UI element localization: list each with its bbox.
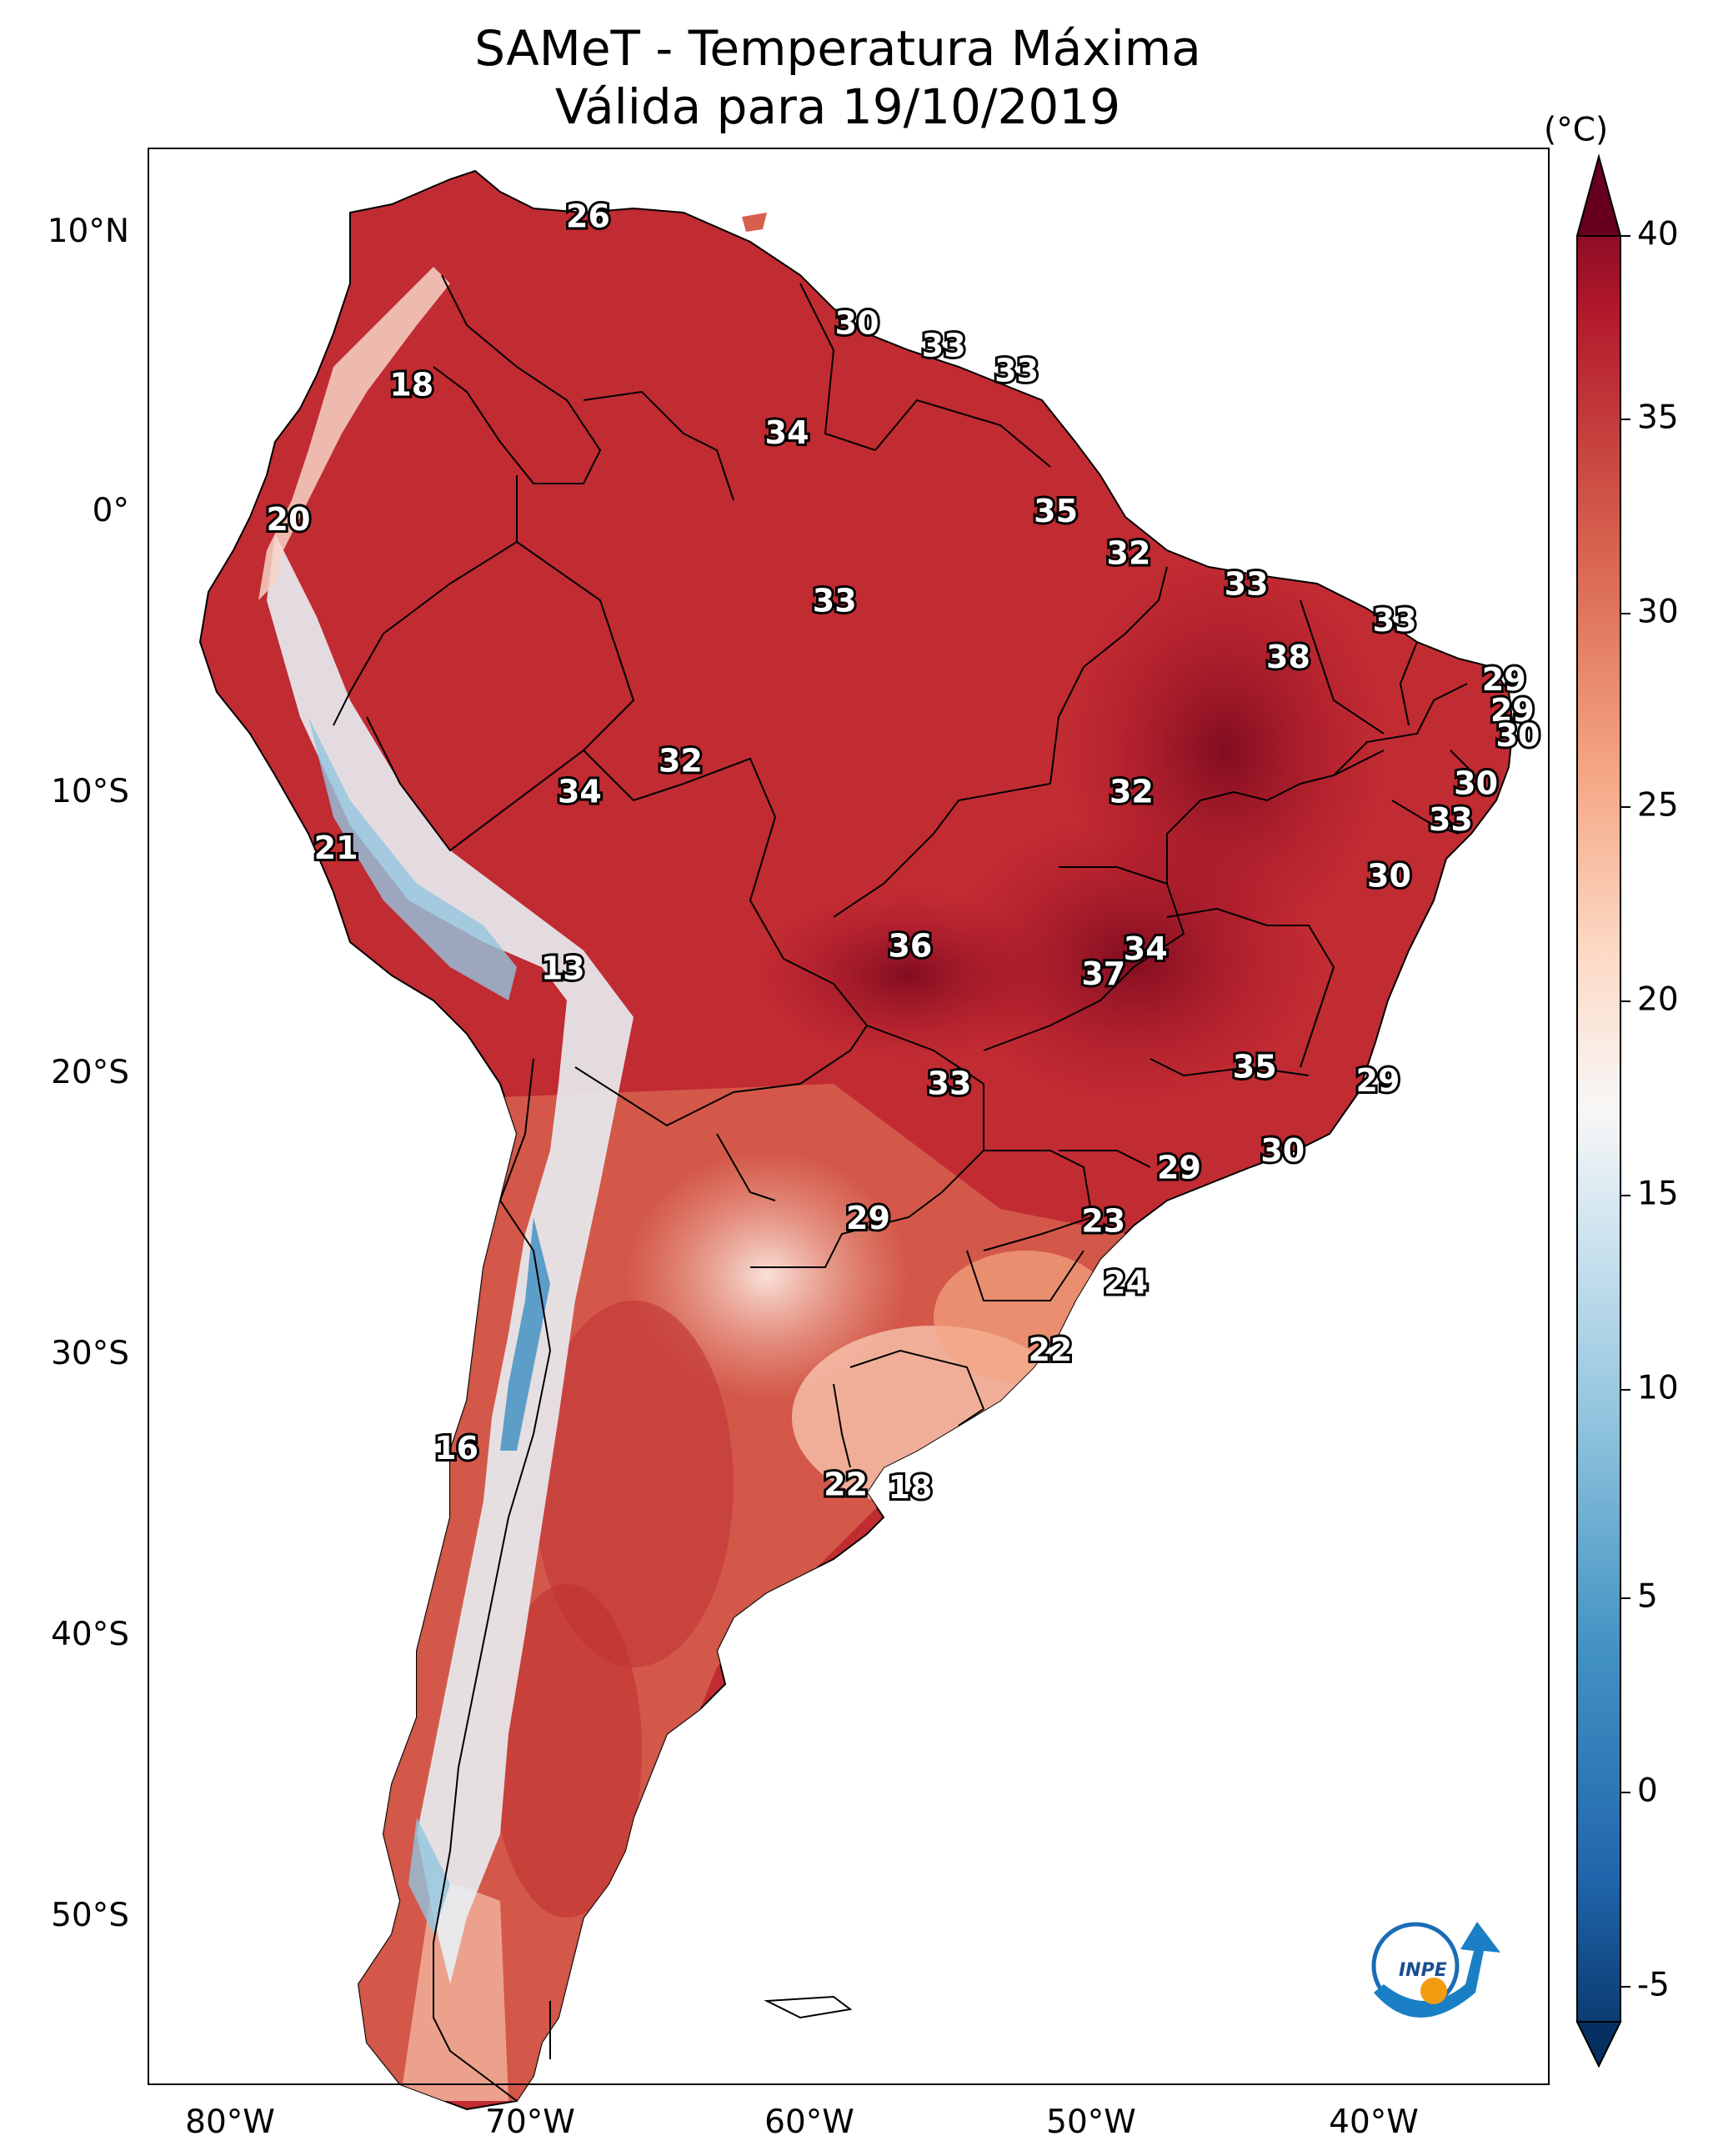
logo-sun-icon — [1420, 1978, 1447, 2004]
temperature-value-label: 36 — [888, 928, 932, 965]
lat-tick-label: 20°S — [51, 1054, 129, 1091]
temperature-value-label: 29 — [1490, 692, 1535, 729]
temperature-value-label: 22 — [1028, 1331, 1072, 1368]
island-falklands — [764, 1995, 853, 2019]
temperature-value-label: 29 — [846, 1200, 890, 1236]
lon-tick-label: 40°W — [1329, 2103, 1419, 2141]
colorbar-tick-label: 30 — [1637, 594, 1679, 631]
colorbar-tick-label: -5 — [1637, 1967, 1670, 2004]
logo-arrow-icon — [1374, 1922, 1500, 2018]
colorbar-unit-label: (°C) — [1544, 112, 1608, 149]
lat-tick-label: 10°N — [48, 213, 129, 250]
temperature-value-label: 34 — [1124, 930, 1168, 967]
lon-tick-label: 60°W — [764, 2103, 854, 2141]
temperature-value-label: 35 — [1034, 493, 1078, 529]
lon-tick-label: 70°W — [485, 2103, 575, 2141]
island-trinidad — [742, 213, 767, 232]
temperature-value-label: 33 — [813, 583, 857, 619]
lon-tick-label: 80°W — [185, 2103, 275, 2141]
temperature-value-label: 30 — [1367, 858, 1411, 895]
temperature-value-label: 33 — [928, 1065, 972, 1102]
lat-tick-label: 40°S — [51, 1616, 129, 1653]
colorbar-top-extend — [1575, 153, 1622, 237]
colorbar-tick-label: 35 — [1637, 399, 1679, 437]
temperature-value-label: 21 — [314, 830, 358, 866]
country-borders — [333, 274, 1476, 2102]
temperature-value-label: 22 — [824, 1467, 868, 1503]
temperature-field — [198, 169, 1515, 2111]
longitude-axis: 80°W 70°W 60°W 50°W 40°W — [185, 2103, 1419, 2141]
logo-text: INPE — [1399, 1960, 1447, 1981]
title-line-1: SAMeT - Temperatura Máxima — [474, 20, 1201, 77]
temperature-value-label: 32 — [1107, 535, 1151, 572]
temperature-value-label: 13 — [541, 950, 585, 987]
lat-tick-label: 10°S — [51, 773, 129, 810]
colorbar-tick-label: 10 — [1637, 1370, 1679, 1407]
temperature-value-label: 16 — [434, 1430, 478, 1467]
map-frame — [148, 148, 1550, 2085]
temperature-value-label: 18 — [389, 367, 433, 404]
colorbar-tick-label: 15 — [1637, 1176, 1679, 1213]
colorbar-body — [1576, 153, 1621, 2068]
temperature-value-label: 24 — [1104, 1264, 1148, 1301]
temperature-value-label: 33 — [1225, 566, 1269, 603]
temperature-value-label: 30 — [1260, 1132, 1305, 1169]
title-line-2: Válida para 19/10/2019 — [555, 78, 1120, 135]
lat-tick-label: 0° — [93, 492, 129, 529]
temperature-value-label: 18 — [888, 1469, 932, 1506]
temperature-value-label: 38 — [1266, 639, 1310, 675]
colorbar-tick-label: 5 — [1637, 1578, 1658, 1616]
inpe-logo: INPE — [1371, 1922, 1500, 2018]
temperature-value-label: 29 — [1482, 661, 1526, 698]
temperature-value-label: 30 — [1496, 717, 1540, 754]
temperature-value-label: 34 — [765, 414, 809, 451]
temperature-value-label: 32 — [1109, 774, 1154, 810]
colorbar: (°C) 40 35 30 25 20 15 10 5 0 -5 — [1544, 112, 1679, 2068]
lon-tick-label: 50°W — [1046, 2103, 1136, 2141]
temperature-value-label: 35 — [1233, 1048, 1277, 1085]
temperature-value-label: 33 — [1429, 801, 1473, 838]
temperature-value-label: 33 — [1373, 602, 1417, 639]
temperature-value-label: 32 — [659, 743, 703, 780]
colorbar-tick-label: 20 — [1637, 981, 1679, 1019]
temperature-value-label: 26 — [566, 198, 610, 235]
colorbar-tick-label: 0 — [1637, 1772, 1658, 1810]
latitude-axis: 10°N 0° 10°S 20°S 30°S 40°S 50°S — [48, 213, 129, 1934]
lat-tick-label: 30°S — [51, 1335, 129, 1372]
temperature-value-label: 29 — [1157, 1149, 1201, 1186]
lat-tick-label: 50°S — [51, 1897, 129, 1934]
temperature-value-label: 23 — [1081, 1202, 1125, 1239]
temperature-value-label: 29 — [1356, 1062, 1400, 1099]
temperature-value-label: 37 — [1081, 955, 1125, 992]
colorbar-tick-label: 40 — [1637, 216, 1679, 253]
temperature-value-label: 33 — [994, 353, 1039, 389]
temperature-value-label: 34 — [558, 774, 602, 810]
temperature-value-label: 20 — [267, 501, 311, 538]
temperature-value-label: 33 — [922, 327, 966, 364]
colorbar-ticks: 40 35 30 25 20 15 10 5 0 -5 — [1620, 216, 1679, 2004]
temperature-value-label: 30 — [1454, 765, 1498, 801]
colorbar-tick-label: 25 — [1637, 787, 1679, 825]
colorbar-bottom-extend — [1575, 2021, 1622, 2068]
temperature-value-label: 30 — [835, 305, 879, 342]
